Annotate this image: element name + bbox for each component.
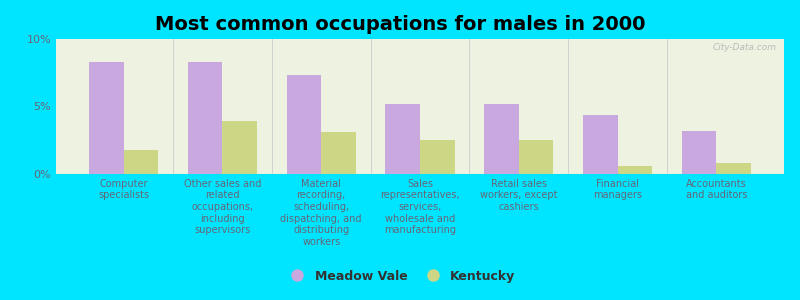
Bar	[222, 121, 257, 174]
Bar	[618, 166, 652, 174]
Text: City-Data.com: City-Data.com	[713, 43, 777, 52]
Bar	[583, 115, 618, 174]
Bar	[420, 140, 454, 174]
Bar	[124, 150, 158, 174]
Bar	[89, 62, 124, 174]
Bar	[682, 131, 716, 174]
Bar	[518, 140, 554, 174]
Legend: Meadow Vale, Kentucky: Meadow Vale, Kentucky	[280, 265, 520, 288]
Text: Most common occupations for males in 2000: Most common occupations for males in 200…	[154, 15, 646, 34]
Bar	[716, 163, 751, 174]
Bar	[322, 132, 356, 174]
Bar	[188, 62, 222, 174]
Bar	[286, 75, 322, 174]
Bar	[484, 104, 518, 174]
Bar	[386, 104, 420, 174]
